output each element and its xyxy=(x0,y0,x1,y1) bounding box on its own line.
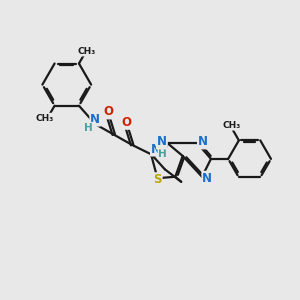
Text: N: N xyxy=(151,142,161,156)
Text: N: N xyxy=(198,136,208,148)
Text: H: H xyxy=(84,123,93,133)
Text: CH₃: CH₃ xyxy=(36,113,54,122)
Text: CH₃: CH₃ xyxy=(223,121,241,130)
Text: CH₃: CH₃ xyxy=(78,47,96,56)
Text: O: O xyxy=(122,116,132,129)
Text: H: H xyxy=(158,149,167,159)
Text: N: N xyxy=(157,136,167,148)
Text: S: S xyxy=(153,173,162,186)
Text: N: N xyxy=(90,112,100,126)
Text: N: N xyxy=(202,172,212,185)
Text: O: O xyxy=(103,106,113,118)
